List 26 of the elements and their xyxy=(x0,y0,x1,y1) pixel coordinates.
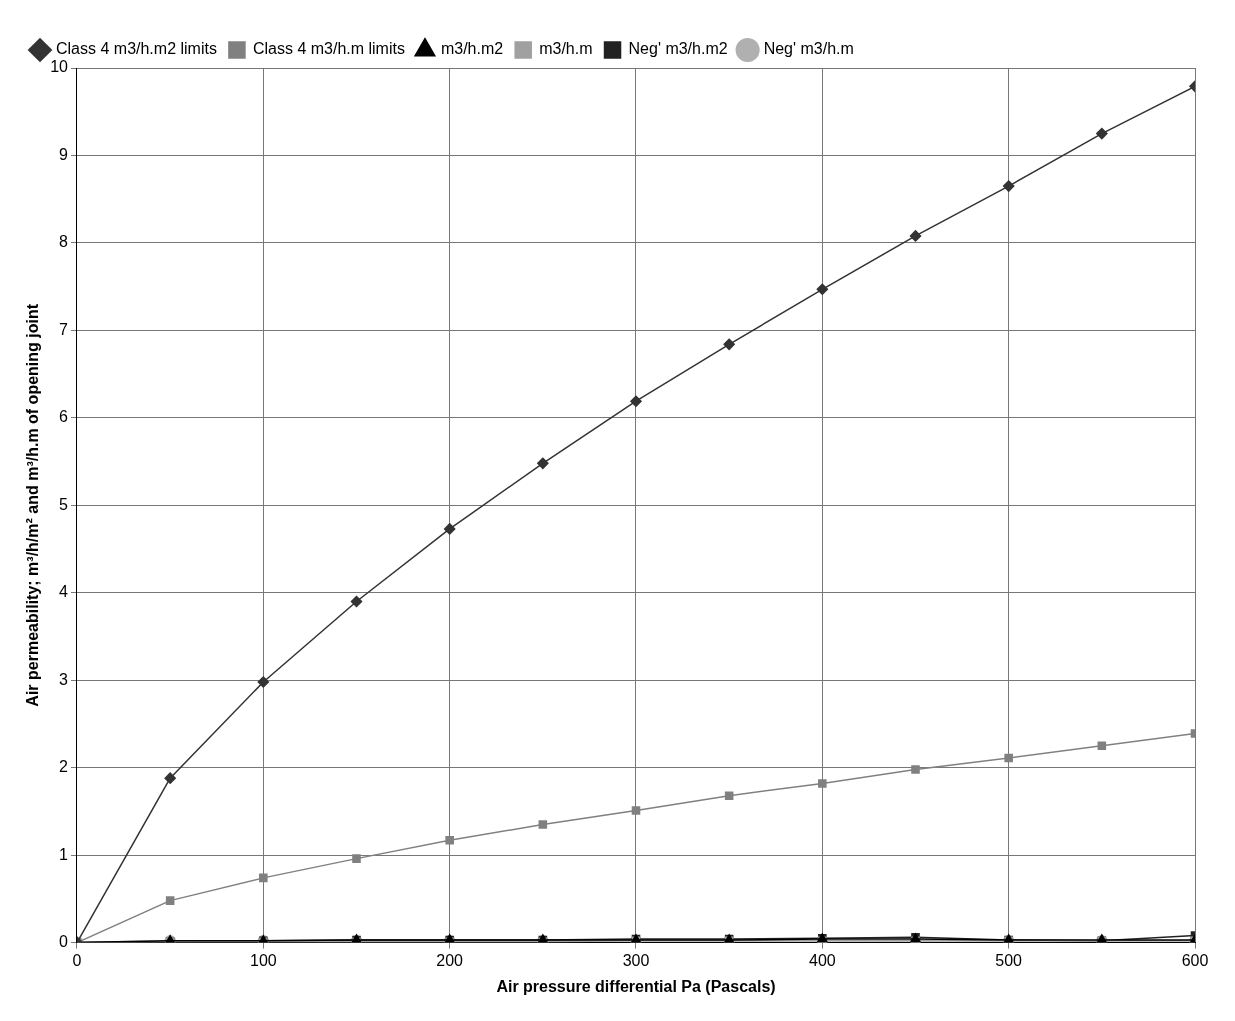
y-tick-label: 8 xyxy=(59,233,69,251)
y-tick-label: 3 xyxy=(59,670,69,688)
x-tick-label: 500 xyxy=(995,951,1023,969)
y-axis-title: Air permeability; m³/h/m² and m³/h.m of opening joint xyxy=(24,303,42,707)
x-tick-label: 200 xyxy=(436,951,464,969)
y-tick-label: 5 xyxy=(59,495,69,513)
y-tick-label: 6 xyxy=(59,408,69,426)
y-tick-label: 4 xyxy=(59,583,69,601)
legend-label: Class 4 m3/h.m limits xyxy=(252,40,405,58)
y-tick-label: 1 xyxy=(59,845,69,863)
legend-label: m3/h.m2 xyxy=(440,40,504,58)
x-tick-label: 600 xyxy=(1181,951,1209,969)
y-tick-label: 9 xyxy=(59,145,69,163)
y-tick-label: 7 xyxy=(59,320,69,338)
legend-label: Neg' m3/h.m xyxy=(763,40,854,58)
legend-label: Neg' m3/h.m2 xyxy=(628,40,728,58)
legend-label: m3/h.m xyxy=(539,40,593,58)
legend-label: Class 4 m3/h.m2 limits xyxy=(56,40,217,58)
x-tick-label: 400 xyxy=(808,951,836,969)
y-tick-label: 0 xyxy=(59,933,69,951)
x-axis-title: Air pressure differential Pa (Pascals) xyxy=(496,977,776,995)
x-tick-label: 300 xyxy=(622,951,650,969)
y-tick-label: 10 xyxy=(50,58,69,76)
y-tick-label: 2 xyxy=(59,758,69,776)
x-tick-label: 100 xyxy=(249,951,277,969)
x-tick-label: 0 xyxy=(72,951,82,969)
